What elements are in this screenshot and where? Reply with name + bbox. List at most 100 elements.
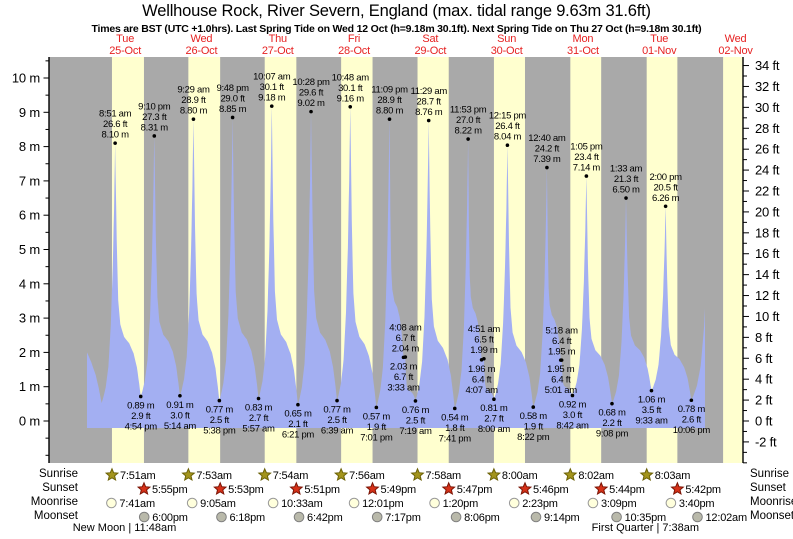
astro-time-label: 8:00am — [502, 470, 538, 482]
daylight-band — [723, 57, 743, 463]
day-header-date: 31-Oct — [567, 45, 599, 57]
y-axis-right-label: 34 ft — [755, 58, 780, 73]
tide-event-dot — [138, 394, 143, 399]
sunrise-star-icon — [410, 467, 425, 482]
day-header-dow: Sun — [497, 33, 516, 45]
tide-event-dot — [624, 196, 628, 200]
astro-time-label: 7:56am — [349, 470, 385, 482]
moonset-circle-icon — [216, 511, 227, 523]
moon-phase-first-quarter: First Quarter | 7:38am — [591, 522, 700, 534]
low-tide-annotation: 1.96 m 6.4 ft 4:07 am — [465, 364, 498, 396]
astro-time-label: 5:47pm — [457, 484, 493, 496]
day-header-dow: Wed — [191, 33, 213, 45]
high-tide-annotation: 11:29 am 28.7 ft 8.76 m — [410, 86, 447, 118]
sunrise-star-icon — [181, 467, 196, 482]
high-tide-annotation: 2:00 pm 20.5 ft 6.26 m — [649, 172, 682, 204]
low-tide-annotation: 0.78 m 2.6 ft 10:06 pm — [673, 404, 711, 436]
sunset-star-icon — [441, 481, 456, 496]
moonrise-circle-icon — [186, 497, 198, 509]
low-tide-annotation: 0.81 m 2.7 ft 8:00 am — [478, 403, 511, 435]
day-header-dow: Sat — [422, 33, 438, 45]
y-axis-left-label: 2 m — [19, 345, 40, 360]
astro-time-label: 7:58am — [426, 470, 462, 482]
y-axis-right-label: 28 ft — [755, 121, 780, 136]
moonset-circle-icon — [692, 511, 703, 523]
tide-event-dot — [452, 406, 457, 411]
tide-event-dot — [178, 393, 182, 398]
tide-event-dot — [610, 401, 614, 406]
low-tide-annotation: 0.58 m 1.9 ft 8:22 pm — [517, 411, 550, 443]
sunrise-star-icon — [104, 467, 120, 482]
astro-time-label: 8:03am — [655, 470, 691, 482]
y-axis-right-label: 10 ft — [755, 309, 780, 324]
tide-event-dot — [269, 104, 274, 108]
tide-event-dot — [545, 165, 549, 170]
tide-event-dot — [387, 117, 392, 121]
moonset-row-label-right: Moonset — [750, 510, 793, 522]
y-axis-left-label: 5 m — [19, 242, 40, 257]
low-tide-annotation: 1.95 m 6.4 ft 5:01 am — [545, 364, 578, 396]
astro-time-label: 7:53am — [196, 470, 232, 482]
y-axis-left-label: 3 m — [19, 311, 40, 326]
sunset-star-icon — [365, 481, 380, 496]
day-header-date: 01-Nov — [642, 45, 677, 57]
y-axis-left-label: 7 m — [19, 173, 40, 188]
astro-time-label: 3:09pm — [601, 498, 637, 510]
y-axis-left-label: 6 m — [19, 208, 40, 223]
sunset-star-icon — [289, 481, 304, 496]
low-tide-annotation: 0.68 m 2.2 ft 9:08 pm — [596, 408, 629, 440]
day-header-date: 25-Oct — [109, 45, 141, 57]
moonset-circle-icon — [611, 511, 622, 523]
tide-event-dot — [374, 405, 379, 410]
y-axis-left-label: 0 m — [19, 414, 40, 429]
day-header-dow: Tue — [116, 33, 134, 45]
astro-time-label: 5:46pm — [533, 484, 569, 496]
sunrise-row-label-right: Sunrise — [750, 468, 789, 480]
y-axis-right-label: 16 ft — [755, 246, 780, 261]
astro-time-label: 12:01pm — [362, 498, 403, 510]
tide-area — [87, 106, 705, 428]
tide-event-dot — [482, 356, 486, 361]
high-tide-annotation: 8:51 am 26.6 ft 8.10 m — [99, 109, 132, 141]
tide-event-dot — [466, 137, 470, 141]
astro-time-label: 5:51pm — [304, 484, 340, 496]
astro-time-label: 7:54am — [273, 470, 309, 482]
astro-time-label: 5:44pm — [609, 484, 645, 496]
sunrise-row-label-left: Sunrise — [39, 468, 78, 480]
tide-event-dot — [559, 358, 564, 362]
high-tide-annotation: 11:09 pm 28.9 ft 8.80 m — [371, 85, 408, 117]
y-axis-right-label: 24 ft — [755, 163, 780, 178]
astro-time-label: 7:17pm — [385, 512, 421, 524]
y-axis-left-label: 8 m — [19, 139, 40, 154]
page-subtitle: Times are BST (UTC +1.0hrs). Last Spring… — [91, 23, 702, 35]
high-tide-annotation: 12:40 am 24.2 ft 7.39 m — [528, 133, 566, 165]
moonset-row-label-left: Moonset — [33, 510, 78, 522]
moonset-circle-icon — [293, 511, 305, 523]
tide-event-dot — [426, 118, 431, 123]
low-tide-annotation: 0.83 m 2.7 ft 5:57 am — [242, 403, 275, 435]
tide-event-dot — [191, 117, 196, 121]
tide-event-dot — [584, 174, 589, 178]
high-tide-annotation: 9:29 am 28.9 ft 8.80 m — [177, 85, 210, 117]
y-axis-right-label: 22 ft — [755, 183, 780, 198]
high-tide-annotation: 11:53 pm 27.0 ft 8.22 m — [450, 105, 487, 137]
sunset-star-icon — [594, 481, 609, 496]
tide-event-dot — [296, 402, 300, 407]
sunset-star-icon — [517, 481, 533, 496]
astro-time-label: 2:23pm — [522, 498, 558, 510]
astro-time-label: 6:18pm — [229, 512, 265, 524]
y-axis-right-label: -2 ft — [755, 434, 777, 449]
tide-event-dot — [152, 134, 157, 138]
day-header-date: 26-Oct — [186, 45, 218, 57]
low-tide-annotation: 1.06 m 3.5 ft 9:33 am — [635, 395, 668, 427]
tide-event-dot — [570, 393, 575, 398]
day-header-dow: Mon — [573, 33, 594, 45]
high-tide-annotation: 1:33 am 21.3 ft 6.50 m — [610, 164, 643, 196]
sunrise-star-icon — [333, 467, 349, 482]
tide-event-dot — [217, 398, 222, 403]
high-tide-annotation: 10:48 am 30.1 ft 9.16 m — [332, 72, 370, 104]
high-tide-annotation: 9:48 pm 29.0 ft 8.85 m — [216, 83, 249, 115]
y-axis-right-label: 20 ft — [755, 204, 780, 219]
